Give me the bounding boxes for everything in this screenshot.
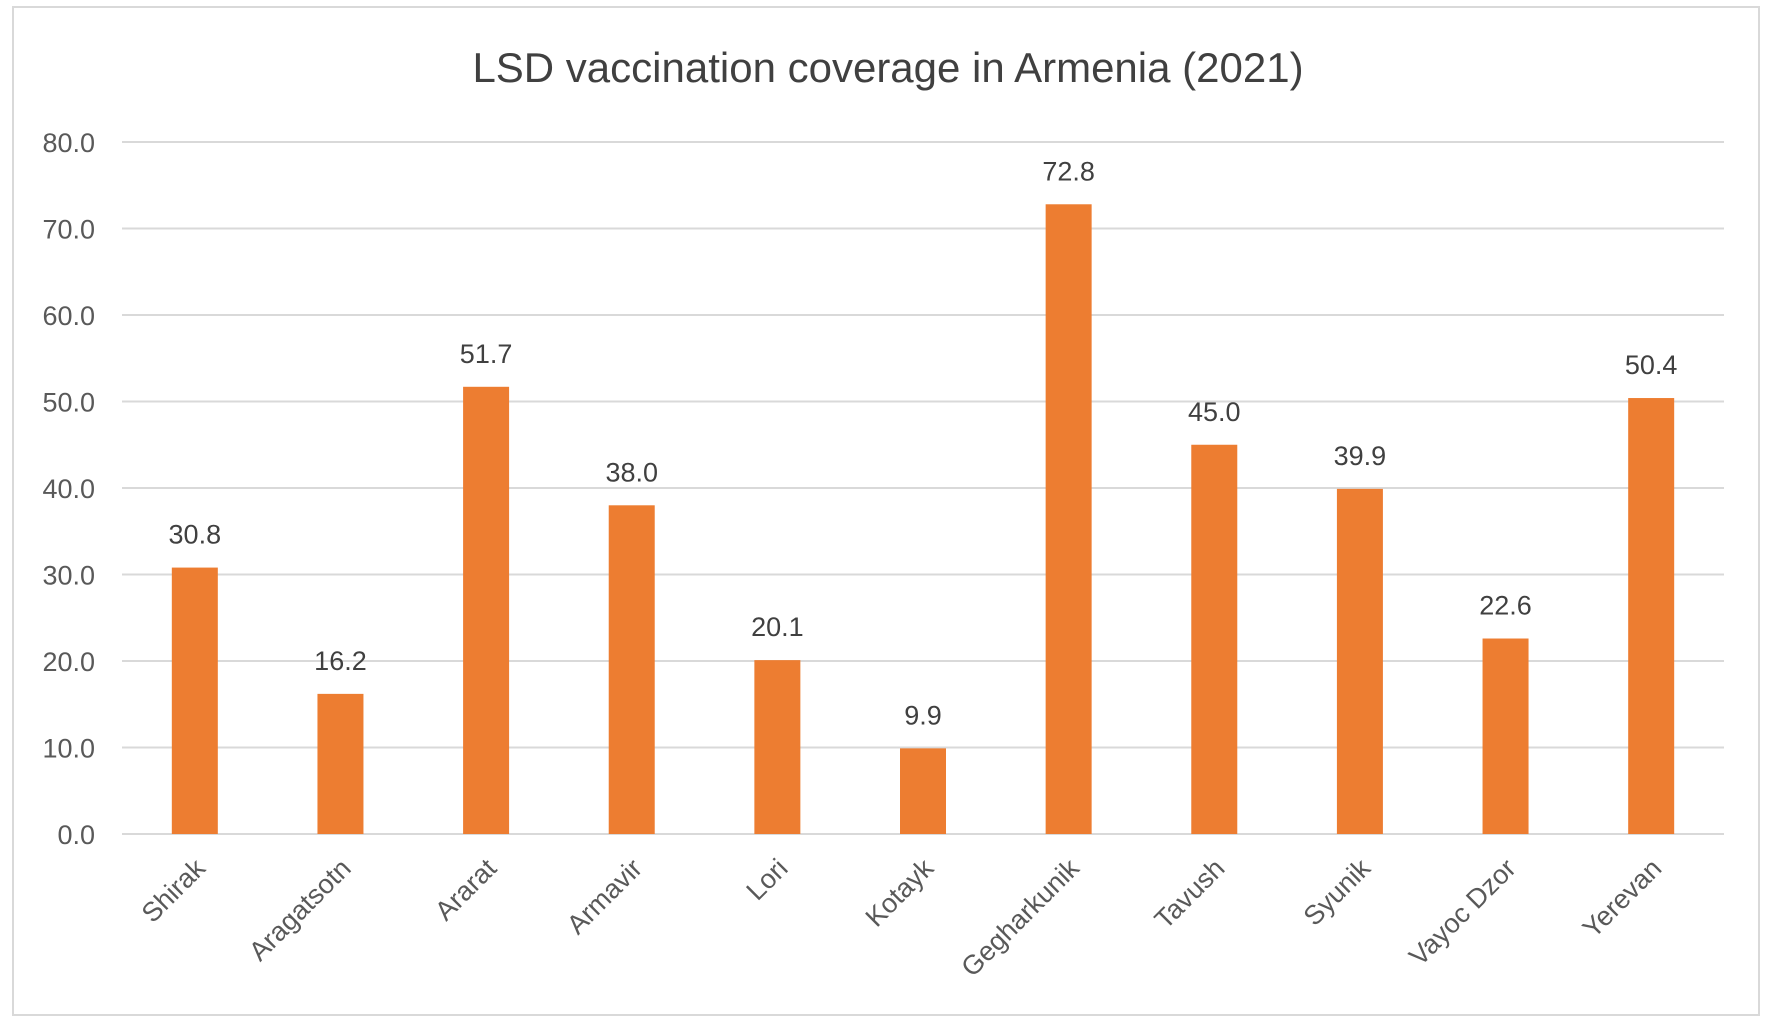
- x-tick-label: Tavush: [1149, 853, 1231, 935]
- data-labels: 30.8 16.2 51.7 38.0 20.1 9.9 72.8 45.0 39.9 22.6 5…: [169, 156, 1678, 730]
- x-tick-label: Aragatsotn: [243, 853, 357, 967]
- x-tick-label: Kotayk: [860, 853, 940, 933]
- y-tick-label: 70.0: [42, 215, 95, 245]
- chart-frame: [12, 6, 1760, 1016]
- x-tick-label: Vayoc Dzor: [1403, 853, 1521, 971]
- gridlines: [122, 141, 1724, 835]
- bar: [317, 693, 364, 834]
- y-tick-label: 50.0: [42, 388, 95, 418]
- bars: [171, 204, 1675, 834]
- data-label: 9.9: [904, 700, 942, 730]
- y-tick-label: 0.0: [57, 820, 95, 850]
- data-label: 51.7: [460, 339, 513, 369]
- y-tick-label: 80.0: [42, 128, 95, 158]
- y-tick-label: 30.0: [42, 561, 95, 591]
- x-tick-label: Ararat: [429, 853, 503, 927]
- bar: [463, 386, 510, 834]
- bar: [900, 748, 946, 834]
- data-label: 50.4: [1625, 350, 1678, 380]
- chart-title: LSD vaccination coverage in Armenia (202…: [472, 44, 1303, 91]
- x-tick-label: Lori: [741, 853, 794, 906]
- data-label: 30.8: [169, 520, 222, 550]
- bar: [608, 505, 655, 834]
- bar: [1045, 204, 1092, 834]
- data-label: 72.8: [1042, 156, 1095, 186]
- bar: [1628, 398, 1675, 834]
- bar: [1191, 444, 1238, 834]
- x-tick-label: Armavir: [561, 853, 648, 940]
- data-label: 20.1: [751, 612, 804, 642]
- y-tick-label: 10.0: [42, 734, 95, 764]
- x-tick-label: Shirak: [136, 853, 212, 929]
- x-tick-label: Gegharkunik: [955, 853, 1085, 983]
- x-tick-label: Yerevan: [1577, 853, 1668, 944]
- bar: [1336, 488, 1383, 834]
- y-tick-label: 40.0: [42, 474, 95, 504]
- y-tick-label: 20.0: [42, 647, 95, 677]
- y-axis-tick-labels: 0.0 10.0 20.0 30.0 40.0 50.0 60.0 70.0 80.0: [42, 128, 95, 850]
- data-label: 22.6: [1479, 591, 1532, 621]
- data-label: 39.9: [1334, 441, 1387, 471]
- bar: [754, 660, 801, 834]
- y-tick-label: 60.0: [42, 301, 95, 331]
- x-tick-label: Syunik: [1298, 853, 1377, 932]
- data-label: 38.0: [605, 457, 658, 487]
- data-label: 16.2: [314, 646, 367, 676]
- data-label: 45.0: [1188, 397, 1241, 427]
- bar: [1482, 638, 1529, 834]
- bar: [171, 567, 218, 834]
- x-axis-category-labels: Shirak Aragatsotn Ararat Armavir Lori Kotayk G…: [136, 853, 1668, 983]
